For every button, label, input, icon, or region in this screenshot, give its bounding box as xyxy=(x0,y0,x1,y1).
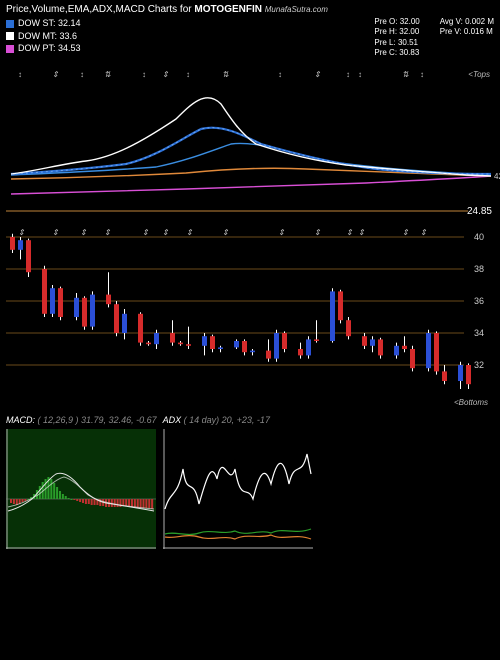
legend-block: DOW ST: 32.14DOW MT: 33.6DOW PT: 34.53 xyxy=(6,17,81,55)
pre-value: Pre L: 30.51 xyxy=(374,38,419,48)
svg-text:⇅: ⇅ xyxy=(222,70,229,79)
chart-header: Price,Volume,EMA,ADX,MACD Charts for MOT… xyxy=(0,0,500,63)
macd-params: ( 12,26,9 ) 31.79, 32.46, -0.67 xyxy=(38,415,157,425)
svg-text:↕: ↕ xyxy=(358,70,362,79)
title-symbol: MOTOGENFIN xyxy=(194,4,262,15)
svg-text:⇕: ⇕ xyxy=(142,228,149,237)
svg-text:40: 40 xyxy=(474,232,484,242)
svg-text:38: 38 xyxy=(474,264,484,274)
svg-text:⇕: ⇕ xyxy=(402,228,409,237)
svg-text:⇕: ⇕ xyxy=(314,70,321,79)
macd-header: MACD: ( 12,26,9 ) 31.79, 32.46, -0.67 xyxy=(6,415,157,427)
svg-text:⇅: ⇅ xyxy=(402,70,409,79)
info-row: DOW ST: 32.14DOW MT: 33.6DOW PT: 34.53 P… xyxy=(6,17,494,59)
adx-panel: ADX ( 14 day) 20, +23, -17 xyxy=(163,415,313,549)
indicator-row: MACD: ( 12,26,9 ) 31.79, 32.46, -0.67 AD… xyxy=(0,415,500,549)
svg-text:⇕: ⇕ xyxy=(186,228,193,237)
site-name: MunafaSutra.com xyxy=(265,5,328,14)
svg-text:⇕: ⇕ xyxy=(162,228,169,237)
adx-params: ( 14 day) 20, +23, -17 xyxy=(184,415,270,425)
macd-panel: MACD: ( 12,26,9 ) 31.79, 32.46, -0.67 xyxy=(6,415,157,549)
svg-text:↕: ↕ xyxy=(278,70,282,79)
svg-text:⇅: ⇅ xyxy=(104,70,111,79)
svg-text:42: 42 xyxy=(494,172,500,181)
svg-text:↕: ↕ xyxy=(420,70,424,79)
svg-text:32: 32 xyxy=(474,360,484,370)
svg-text:<Tops: <Tops xyxy=(468,70,490,79)
legend-item: DOW MT: 33.6 xyxy=(6,30,81,43)
adx-label: ADX xyxy=(163,415,182,425)
svg-text:⇕: ⇕ xyxy=(222,228,229,237)
macd-label: MACD: xyxy=(6,415,35,425)
chart-title: Price,Volume,EMA,ADX,MACD Charts for MOT… xyxy=(6,4,494,15)
candlestick-chart: 40 38 36 34 32 <Bottoms ⇕ ⇕ ⇕ ⇕ ⇕ ⇕ ⇕ ⇕ ⇕ ⇕ ⇕ ⇕ ⇕ ⇕ xyxy=(0,223,500,413)
svg-text:⇕: ⇕ xyxy=(346,228,353,237)
upper-line-chart: ↕ ⇕ ↕ ⇅ ↕ ⇕ ↕ ⇅ ↕ ⇕ ↕ ↕ ⇅ ↕ <Tops 42 24.85 xyxy=(0,63,500,223)
title-prefix: Price,Volume,EMA,ADX,MACD Charts for xyxy=(6,4,194,15)
svg-text:<Bottoms: <Bottoms xyxy=(454,398,488,407)
svg-text:⇕: ⇕ xyxy=(314,228,321,237)
svg-text:34: 34 xyxy=(474,328,484,338)
pre-block: Pre O: 32.00Pre H: 32.00Pre L: 30.51Pre … xyxy=(374,17,494,59)
svg-text:↕: ↕ xyxy=(18,70,22,79)
legend-item: DOW ST: 32.14 xyxy=(6,17,81,30)
svg-text:⇕: ⇕ xyxy=(80,228,87,237)
pre-col2: Avg V: 0.002 MPre V: 0.016 M xyxy=(440,17,494,59)
svg-text:24.85: 24.85 xyxy=(467,206,492,217)
svg-text:⇕: ⇕ xyxy=(358,228,365,237)
svg-text:36: 36 xyxy=(474,296,484,306)
svg-text:⇕: ⇕ xyxy=(104,228,111,237)
pre-col1: Pre O: 32.00Pre H: 32.00Pre L: 30.51Pre … xyxy=(374,17,419,59)
pre-value: Pre V: 0.016 M xyxy=(440,27,494,37)
adx-header: ADX ( 14 day) 20, +23, -17 xyxy=(163,415,313,427)
svg-text:⇕: ⇕ xyxy=(52,70,59,79)
pre-value: Pre O: 32.00 xyxy=(374,17,419,27)
svg-text:⇕: ⇕ xyxy=(162,70,169,79)
pre-value: Avg V: 0.002 M xyxy=(440,17,494,27)
pre-value: Pre C: 30.83 xyxy=(374,48,419,58)
legend-item: DOW PT: 34.53 xyxy=(6,42,81,55)
svg-text:⇕: ⇕ xyxy=(18,228,25,237)
svg-text:⇕: ⇕ xyxy=(52,228,59,237)
svg-text:↕: ↕ xyxy=(142,70,146,79)
svg-text:⇕: ⇕ xyxy=(420,228,427,237)
svg-text:↕: ↕ xyxy=(80,70,84,79)
macd-chart xyxy=(6,429,156,549)
svg-text:⇕: ⇕ xyxy=(278,228,285,237)
adx-chart xyxy=(163,429,313,549)
svg-text:↕: ↕ xyxy=(186,70,190,79)
svg-text:↕: ↕ xyxy=(346,70,350,79)
pre-value: Pre H: 32.00 xyxy=(374,27,419,37)
